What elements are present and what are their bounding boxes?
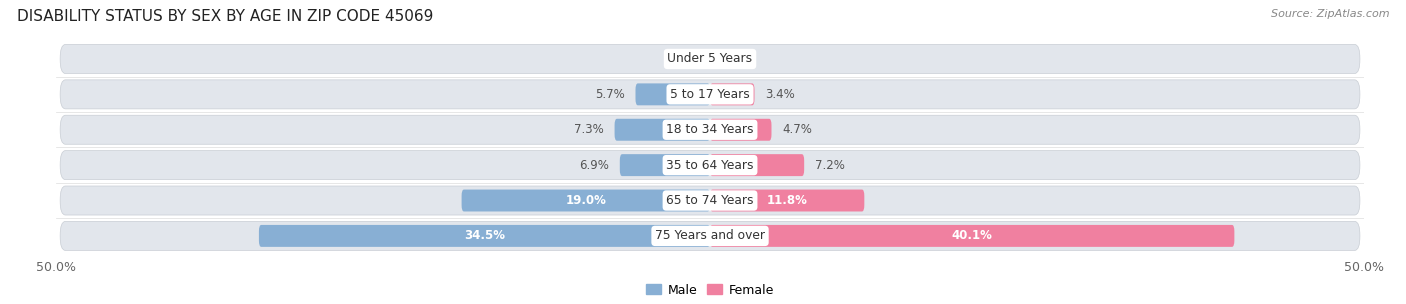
FancyBboxPatch shape — [461, 190, 710, 212]
FancyBboxPatch shape — [259, 225, 710, 247]
FancyBboxPatch shape — [710, 154, 804, 176]
Text: 4.7%: 4.7% — [782, 123, 811, 136]
FancyBboxPatch shape — [614, 119, 710, 141]
FancyBboxPatch shape — [620, 154, 710, 176]
Text: 0.0%: 0.0% — [720, 53, 751, 65]
Text: 19.0%: 19.0% — [565, 194, 606, 207]
Text: 7.2%: 7.2% — [814, 159, 845, 172]
Text: 5 to 17 Years: 5 to 17 Years — [671, 88, 749, 101]
Text: DISABILITY STATUS BY SEX BY AGE IN ZIP CODE 45069: DISABILITY STATUS BY SEX BY AGE IN ZIP C… — [17, 9, 433, 24]
Text: 18 to 34 Years: 18 to 34 Years — [666, 123, 754, 136]
Text: 11.8%: 11.8% — [766, 194, 807, 207]
Text: 34.5%: 34.5% — [464, 230, 505, 242]
FancyBboxPatch shape — [60, 80, 1360, 109]
Legend: Male, Female: Male, Female — [647, 284, 773, 297]
Text: 7.3%: 7.3% — [575, 123, 605, 136]
Text: 75 Years and over: 75 Years and over — [655, 230, 765, 242]
Text: 3.4%: 3.4% — [765, 88, 794, 101]
Text: 0.0%: 0.0% — [669, 53, 700, 65]
Text: Under 5 Years: Under 5 Years — [668, 53, 752, 65]
FancyBboxPatch shape — [636, 83, 710, 105]
Text: 6.9%: 6.9% — [579, 159, 609, 172]
Text: 5.7%: 5.7% — [595, 88, 626, 101]
FancyBboxPatch shape — [710, 190, 865, 212]
FancyBboxPatch shape — [60, 186, 1360, 215]
FancyBboxPatch shape — [710, 119, 772, 141]
FancyBboxPatch shape — [60, 44, 1360, 74]
Text: 35 to 64 Years: 35 to 64 Years — [666, 159, 754, 172]
FancyBboxPatch shape — [710, 225, 1234, 247]
Text: 65 to 74 Years: 65 to 74 Years — [666, 194, 754, 207]
Text: Source: ZipAtlas.com: Source: ZipAtlas.com — [1271, 9, 1389, 19]
FancyBboxPatch shape — [60, 115, 1360, 144]
Text: 40.1%: 40.1% — [952, 230, 993, 242]
FancyBboxPatch shape — [60, 221, 1360, 250]
FancyBboxPatch shape — [60, 150, 1360, 180]
FancyBboxPatch shape — [710, 83, 755, 105]
